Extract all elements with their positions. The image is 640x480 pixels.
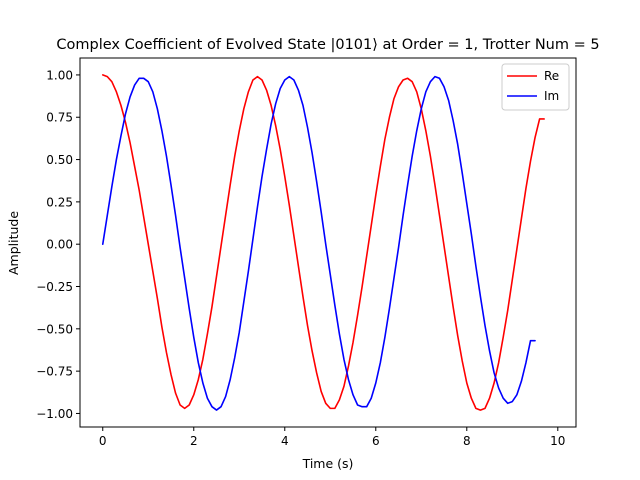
x-axis-ticks: 0 2 4 6 8 10	[99, 427, 565, 448]
y-tick-label: −0.50	[36, 322, 73, 336]
y-tick-label: −0.75	[36, 365, 73, 379]
plot-area: 0 2 4 6 8 10 −1.00 −0.75 −0.50 −0.25 0.00 0.25 0.50…	[36, 57, 577, 448]
series-layer	[101, 74, 545, 411]
y-tick-label: 0.50	[46, 153, 73, 167]
legend-label-im: Im	[544, 89, 559, 103]
y-tick-label: 0.00	[46, 238, 73, 252]
y-tick-label: −0.25	[36, 280, 73, 294]
legend-label-re: Re	[544, 69, 559, 83]
legend: Re Im	[501, 63, 570, 111]
series-line-im	[101, 75, 536, 411]
y-tick-label: 0.25	[46, 195, 73, 209]
y-axis-label: Amplitude	[6, 211, 21, 275]
x-tick-label: 8	[463, 434, 471, 448]
x-tick-label: 6	[372, 434, 380, 448]
chart-title: Complex Coefficient of Evolved State |01…	[56, 37, 599, 53]
y-axis-ticks: −1.00 −0.75 −0.50 −0.25 0.00 0.25 0.50 0.75 1.00	[36, 68, 80, 421]
axes-frame	[79, 57, 577, 428]
y-tick-label: −1.00	[36, 407, 73, 421]
x-tick-label: 4	[281, 434, 289, 448]
series-line-re	[101, 74, 545, 411]
y-tick-label: 1.00	[46, 68, 73, 82]
x-tick-label: 10	[550, 434, 565, 448]
x-axis-label: Time (s)	[302, 456, 354, 471]
x-tick-label: 0	[99, 434, 107, 448]
x-tick-label: 2	[190, 434, 198, 448]
y-tick-label: 0.75	[46, 111, 73, 125]
